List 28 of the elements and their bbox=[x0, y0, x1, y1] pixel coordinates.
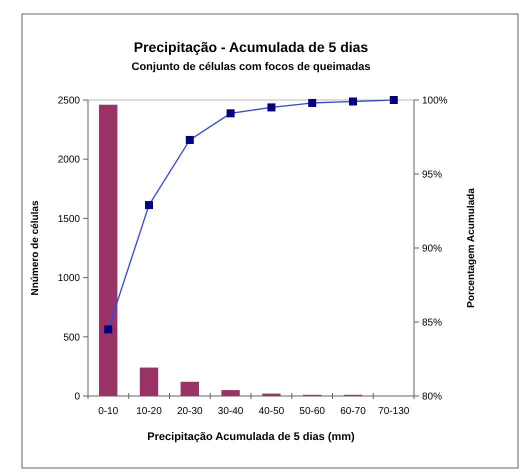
bar bbox=[140, 368, 158, 396]
x-axis-title: Precipitação Acumulada de 5 dias (mm) bbox=[147, 431, 356, 443]
y-tick-label: 0 bbox=[74, 392, 80, 402]
x-tick-label: 70-130 bbox=[378, 406, 410, 417]
x-tick-label: 0-10 bbox=[98, 406, 119, 417]
x-tick-label: 10-20 bbox=[136, 406, 162, 417]
y2-tick-label: 80% bbox=[422, 392, 442, 402]
x-tick-label: 50-60 bbox=[299, 406, 326, 417]
x-tick-label: 30-40 bbox=[218, 406, 244, 417]
y-tick-label: 2500 bbox=[58, 96, 80, 106]
y-tick-label: 1000 bbox=[58, 273, 80, 284]
chart-subtitle: Conjunto de células com focos de queimadas bbox=[132, 61, 370, 73]
y2-tick-label: 90% bbox=[422, 244, 442, 254]
y-tick-label: 500 bbox=[63, 332, 80, 344]
bar bbox=[221, 390, 240, 396]
y2-tick-label: 100% bbox=[422, 96, 448, 106]
bar bbox=[99, 104, 118, 396]
x-tick-label: 60-70 bbox=[340, 406, 366, 417]
y2-tick-label: 85% bbox=[422, 318, 442, 328]
x-tick-label: 20-30 bbox=[177, 406, 204, 417]
chart-title: Precipitação - Acumulada de 5 dias bbox=[134, 39, 368, 55]
y-tick-label: 1500 bbox=[58, 214, 80, 225]
bar bbox=[180, 382, 199, 396]
y-tick-label: 2000 bbox=[58, 154, 80, 166]
y2-tick-label: 95% bbox=[422, 170, 442, 180]
x-tick-label: 40-50 bbox=[258, 406, 285, 417]
y-axis-title: Nnúmero de células bbox=[30, 200, 41, 296]
y2-axis-title: Porcentagem Acumulada bbox=[466, 188, 477, 308]
